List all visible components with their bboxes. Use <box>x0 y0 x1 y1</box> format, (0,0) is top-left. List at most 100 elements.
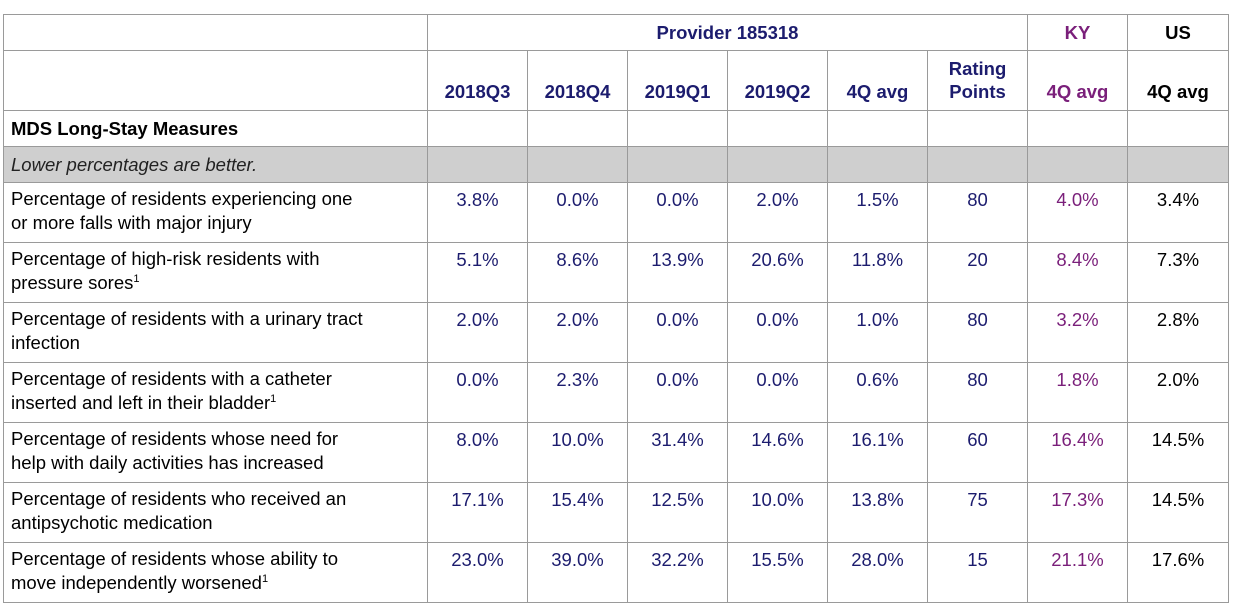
value-provider-4q-avg: 16.1% <box>827 422 928 483</box>
measure-label: Percentage of residents experiencing one… <box>3 182 428 243</box>
value-2018q3: 0.0% <box>427 362 528 423</box>
value-2019q2: 20.6% <box>727 242 828 303</box>
col-2018q3: 2018Q3 <box>427 50 528 111</box>
value-2019q2: 0.0% <box>727 302 828 363</box>
measure-label: Percentage of residents who received an a… <box>3 482 428 543</box>
measure-label-line1: Percentage of residents with a urinary t… <box>11 308 363 329</box>
empty-cell <box>527 146 628 183</box>
measure-label-line1: Percentage of residents whose need for <box>11 428 339 449</box>
value-2019q2: 0.0% <box>727 362 828 423</box>
value-provider-4q-avg: 0.6% <box>827 362 928 423</box>
col-rating-points: Rating Points <box>927 50 1028 111</box>
measure-label: Percentage of high-risk residents with pr… <box>3 242 428 303</box>
empty-cell <box>727 110 828 147</box>
value-rating-points: 15 <box>927 542 1028 603</box>
value-us-4q-avg: 3.4% <box>1127 182 1229 243</box>
col-2018q4: 2018Q4 <box>527 50 628 111</box>
value-2018q4: 0.0% <box>527 182 628 243</box>
measure-label-line2: move independently worsened <box>11 572 262 593</box>
value-2018q4: 10.0% <box>527 422 628 483</box>
value-2018q4: 39.0% <box>527 542 628 603</box>
value-2019q2: 10.0% <box>727 482 828 543</box>
empty-cell <box>1027 146 1128 183</box>
value-ky-4q-avg: 1.8% <box>1027 362 1128 423</box>
value-rating-points: 80 <box>927 302 1028 363</box>
rating-label-line2: Points <box>949 81 1006 102</box>
value-2018q3: 17.1% <box>427 482 528 543</box>
value-rating-points: 60 <box>927 422 1028 483</box>
measure-label-line1: Percentage of residents who received an <box>11 488 347 509</box>
table-row: Percentage of residents with a catheter i… <box>3 362 1229 423</box>
measure-label: Percentage of residents with a catheter i… <box>3 362 428 423</box>
value-2019q2: 15.5% <box>727 542 828 603</box>
value-ky-4q-avg: 4.0% <box>1027 182 1128 243</box>
value-rating-points: 75 <box>927 482 1028 543</box>
value-provider-4q-avg: 1.0% <box>827 302 928 363</box>
value-ky-4q-avg: 16.4% <box>1027 422 1128 483</box>
measure-label-line2: or more falls with major injury <box>11 212 252 233</box>
value-2019q2: 2.0% <box>727 182 828 243</box>
note-text: Lower percentages are better. <box>3 146 428 183</box>
value-rating-points: 20 <box>927 242 1028 303</box>
col-2019q2: 2019Q2 <box>727 50 828 111</box>
value-2018q3: 2.0% <box>427 302 528 363</box>
table-row: Percentage of residents who received an a… <box>3 482 1229 543</box>
value-ky-4q-avg: 8.4% <box>1027 242 1128 303</box>
table-row: Percentage of residents experiencing one… <box>3 182 1229 243</box>
value-us-4q-avg: 14.5% <box>1127 422 1229 483</box>
note-row: Lower percentages are better. <box>3 146 1229 183</box>
measure-label: Percentage of residents with a urinary t… <box>3 302 428 363</box>
empty-cell <box>1127 110 1229 147</box>
value-ky-4q-avg: 21.1% <box>1027 542 1128 603</box>
value-rating-points: 80 <box>927 362 1028 423</box>
measure-label-line1: Percentage of residents whose ability to <box>11 548 339 569</box>
empty-cell <box>827 110 928 147</box>
value-2018q3: 3.8% <box>427 182 528 243</box>
col-ky-4q-avg: 4Q avg <box>1027 50 1128 111</box>
value-2018q4: 8.6% <box>527 242 628 303</box>
table-row: Percentage of residents whose need for he… <box>3 422 1229 483</box>
measure-label-line1: Percentage of high-risk residents with <box>11 248 320 269</box>
footnote-marker: 1 <box>133 273 140 285</box>
empty-cell <box>1027 110 1128 147</box>
empty-column-header-cell <box>3 50 428 111</box>
value-2019q1: 12.5% <box>627 482 728 543</box>
value-2018q4: 2.0% <box>527 302 628 363</box>
value-2018q3: 8.0% <box>427 422 528 483</box>
value-us-4q-avg: 2.8% <box>1127 302 1229 363</box>
value-rating-points: 80 <box>927 182 1028 243</box>
table-row: Percentage of residents whose ability to… <box>3 542 1229 603</box>
value-2018q4: 15.4% <box>527 482 628 543</box>
value-us-4q-avg: 14.5% <box>1127 482 1229 543</box>
empty-cell <box>627 110 728 147</box>
empty-cell <box>827 146 928 183</box>
group-header-row: Provider 185318 KY US <box>3 14 1229 51</box>
value-2019q1: 0.0% <box>627 362 728 423</box>
footnote-marker: 1 <box>270 393 277 405</box>
value-ky-4q-avg: 17.3% <box>1027 482 1128 543</box>
measure-label-line2: antipsychotic medication <box>11 512 213 533</box>
value-provider-4q-avg: 13.8% <box>827 482 928 543</box>
empty-cell <box>627 146 728 183</box>
value-2019q1: 0.0% <box>627 182 728 243</box>
empty-header-cell <box>3 14 428 51</box>
value-2019q1: 31.4% <box>627 422 728 483</box>
col-provider-4q-avg: 4Q avg <box>827 50 928 111</box>
empty-cell <box>927 110 1028 147</box>
rating-label-line1: Rating <box>948 58 1007 79</box>
value-2018q3: 23.0% <box>427 542 528 603</box>
col-2019q1: 2019Q1 <box>627 50 728 111</box>
section-row: MDS Long-Stay Measures <box>3 110 1229 147</box>
measure-label: Percentage of residents whose ability to… <box>3 542 428 603</box>
footnote-marker: 1 <box>261 573 269 585</box>
measure-rows: Percentage of residents experiencing one… <box>3 182 1229 603</box>
ky-header: KY <box>1027 14 1128 51</box>
us-header: US <box>1127 14 1229 51</box>
col-us-4q-avg: 4Q avg <box>1127 50 1229 111</box>
measure-label-line2: pressure sores <box>11 272 134 293</box>
value-us-4q-avg: 7.3% <box>1127 242 1229 303</box>
measure-label-line2: infection <box>11 332 80 353</box>
section-title: MDS Long-Stay Measures <box>3 110 428 147</box>
value-2019q1: 0.0% <box>627 302 728 363</box>
value-2018q3: 5.1% <box>427 242 528 303</box>
